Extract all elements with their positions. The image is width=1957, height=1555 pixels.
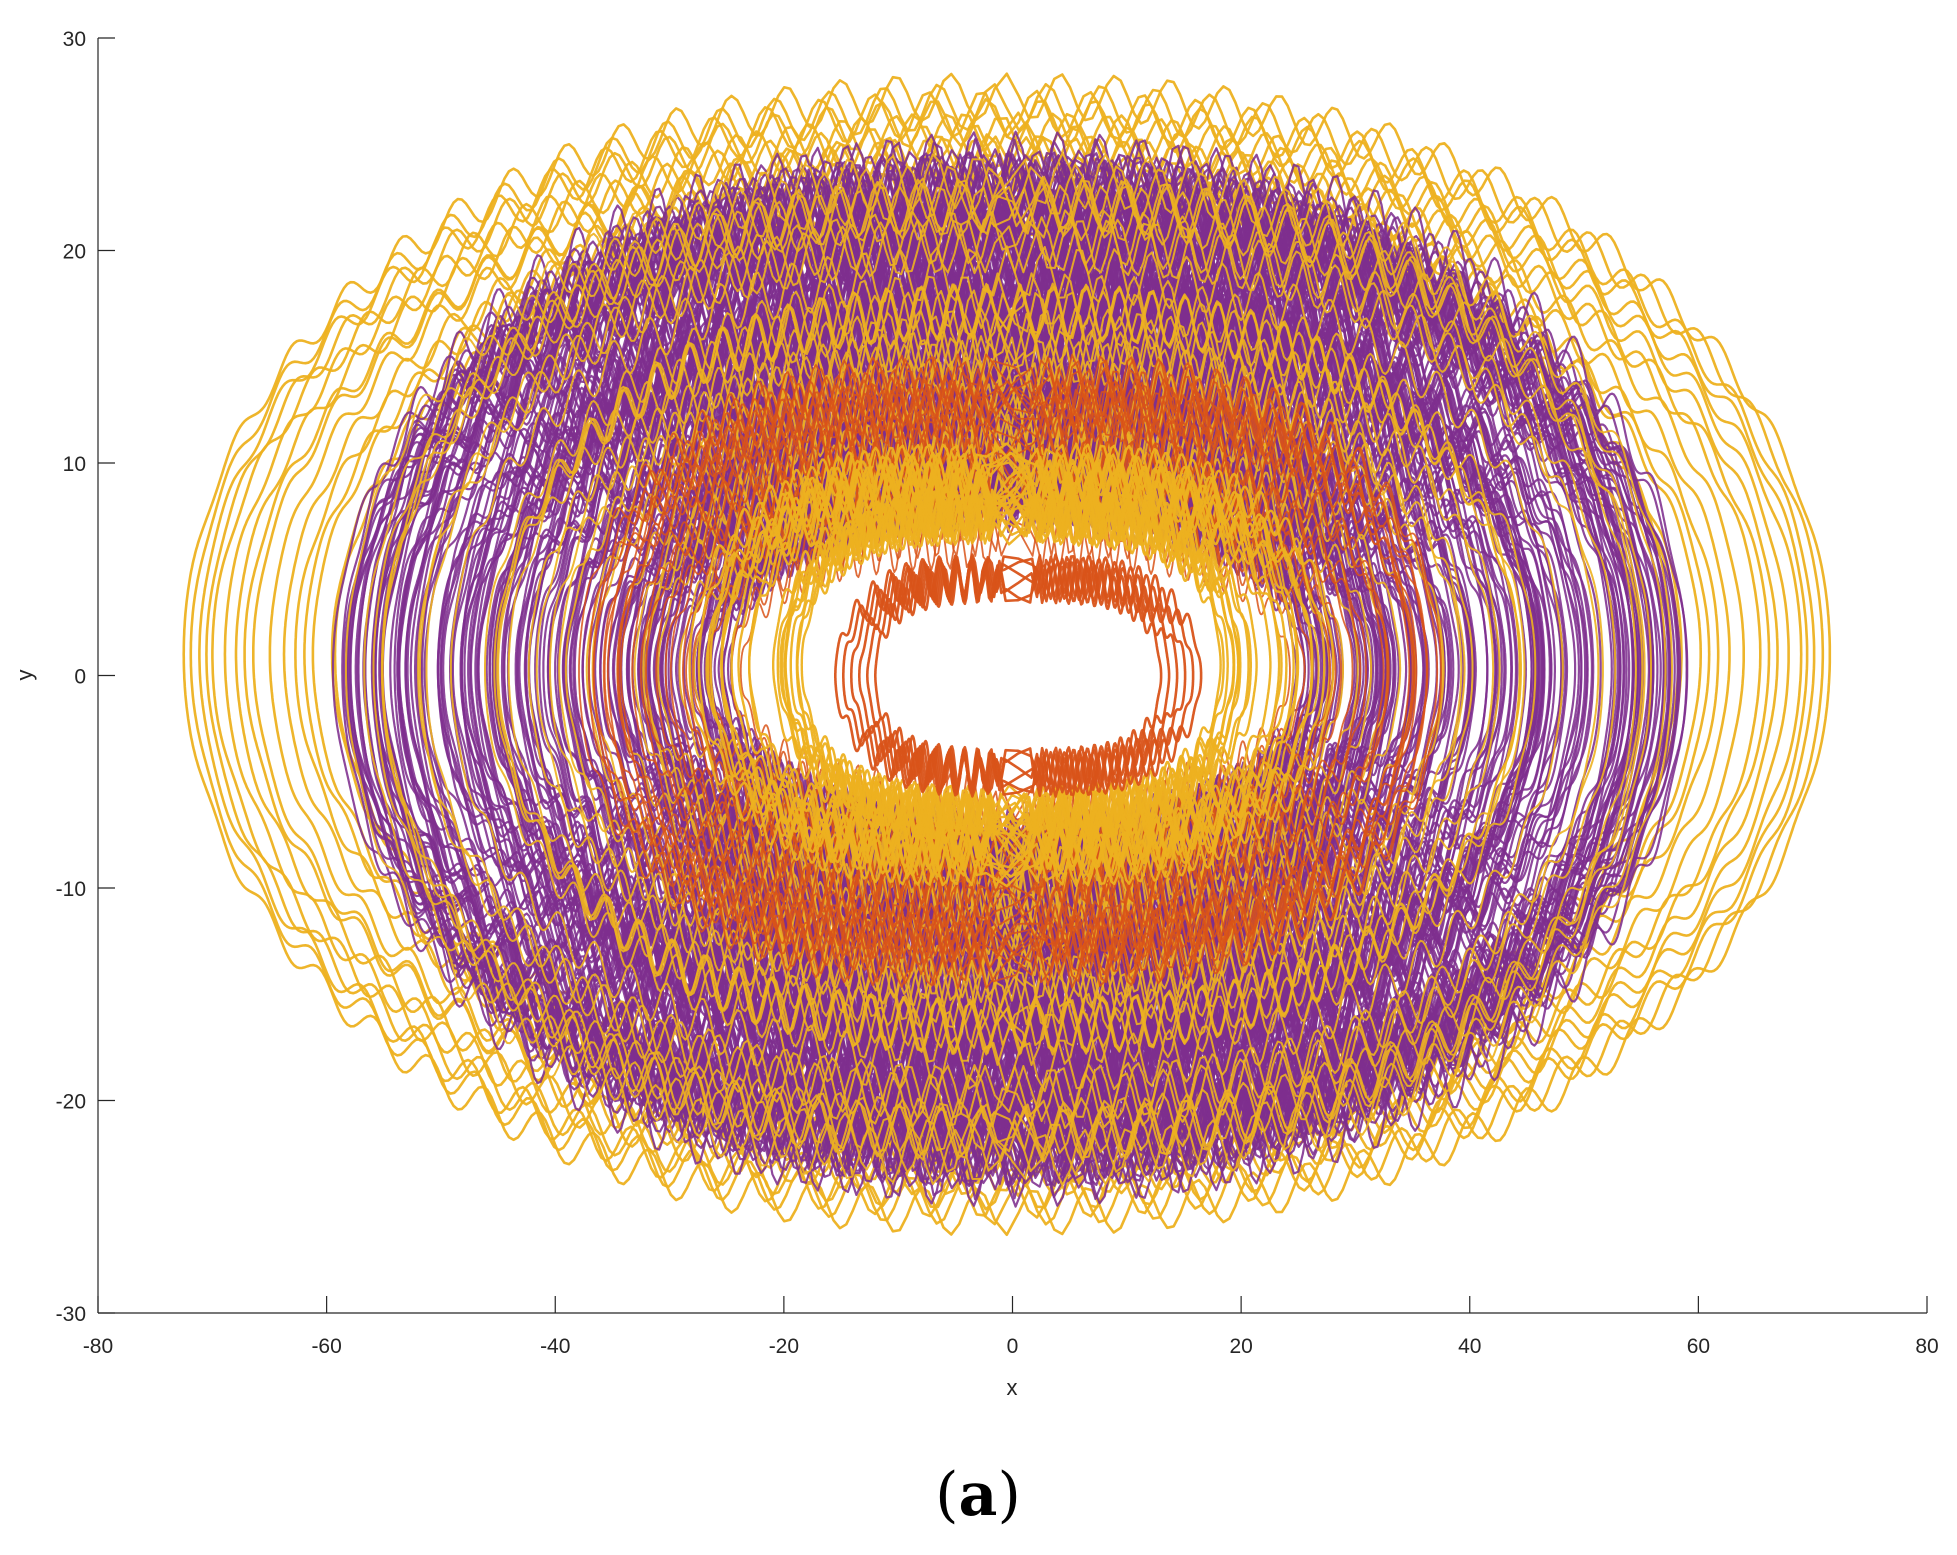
trajectory-line <box>709 452 1314 878</box>
x-tick-label: 60 <box>1687 1335 1710 1358</box>
trajectory-line <box>223 111 1790 1197</box>
y-tick-label: -20 <box>56 1091 86 1114</box>
y-tick-label: -10 <box>56 878 86 901</box>
trajectory-line <box>691 471 1332 871</box>
trajectory-line <box>372 175 1646 1163</box>
trajectory-line <box>507 289 1522 1049</box>
trajectory-line <box>389 208 1628 1130</box>
y-tick-label: -30 <box>56 1303 86 1326</box>
y-tick-label: 0 <box>74 666 86 689</box>
trajectory-line <box>789 498 1225 832</box>
trajectory-line <box>619 391 1411 952</box>
trajectory-line <box>345 152 1673 1187</box>
trajectory-line <box>697 442 1335 888</box>
trajectory-line <box>795 497 1236 833</box>
trajectory-line <box>850 557 1187 794</box>
trajectory-line <box>776 487 1252 843</box>
y-tick-label: 30 <box>63 28 86 51</box>
trajectory-line <box>645 414 1390 929</box>
x-axis-title: x <box>1007 1375 1018 1400</box>
trajectory-line <box>874 564 1163 787</box>
trajectory-line <box>397 189 1620 1150</box>
trajectory-line <box>409 204 1621 1134</box>
trajectory-line <box>500 269 1536 1069</box>
figure-caption: (a) <box>935 1460 1021 1530</box>
trajectory-line <box>341 138 1688 1201</box>
trajectory-line <box>417 209 1617 1129</box>
y-tick-label: 20 <box>63 241 86 264</box>
x-tick-label: 40 <box>1458 1335 1481 1358</box>
trajectory-line <box>669 447 1354 896</box>
y-axis-title: y <box>12 670 37 681</box>
x-tick-label: -20 <box>769 1335 799 1358</box>
trajectory-line <box>720 459 1295 870</box>
axes: -80 -60 -40 -20 0 20 40 60 80 -30 -20 -10 0 10 20 30 <box>56 28 1939 1358</box>
trajectory-line <box>393 197 1622 1141</box>
x-tick-label: 20 <box>1229 1335 1252 1358</box>
x-tick-label: 80 <box>1915 1335 1938 1358</box>
trajectory-line <box>639 413 1389 930</box>
trajectory-line <box>189 82 1825 1226</box>
trajectory-line <box>617 387 1416 955</box>
x-tick-label: 0 <box>1007 1335 1019 1358</box>
trajectory-line <box>664 437 1367 906</box>
trajectory-line <box>363 163 1667 1175</box>
trajectory-line <box>633 396 1402 943</box>
trajectory-line <box>549 328 1474 1010</box>
y-tick-label: 10 <box>63 453 86 476</box>
trajectory-line <box>459 266 1553 1072</box>
x-tick-label: -80 <box>83 1335 113 1358</box>
trajectory-line <box>737 468 1281 862</box>
trajectory-line <box>564 339 1463 999</box>
trajectory-line <box>858 559 1179 792</box>
trajectory-line <box>205 98 1809 1211</box>
trajectory-line <box>688 442 1326 888</box>
trajectory-line <box>602 380 1414 963</box>
trajectory-line <box>706 451 1314 879</box>
caption-close-paren: ) <box>997 1460 1020 1530</box>
trajectory-line <box>198 89 1816 1219</box>
x-tick-label: -40 <box>540 1335 570 1358</box>
trajectory-line <box>730 464 1288 865</box>
trajectory-line <box>588 356 1442 987</box>
trajectory-lines <box>182 72 1832 1237</box>
caption-open-paren: ( <box>935 1460 958 1530</box>
trajectory-line <box>493 282 1521 1056</box>
trajectory-line <box>484 272 1537 1066</box>
trajectory-line <box>781 492 1242 838</box>
trajectory-line <box>415 193 1622 1145</box>
trajectory-line <box>357 176 1671 1163</box>
trajectory-line <box>404 204 1626 1134</box>
x-tick-label: -60 <box>311 1335 341 1358</box>
trajectory-line <box>425 217 1604 1121</box>
caption-letter: a <box>959 1460 998 1530</box>
trajectory-line <box>234 122 1779 1186</box>
trajectory-line <box>449 245 1564 1093</box>
